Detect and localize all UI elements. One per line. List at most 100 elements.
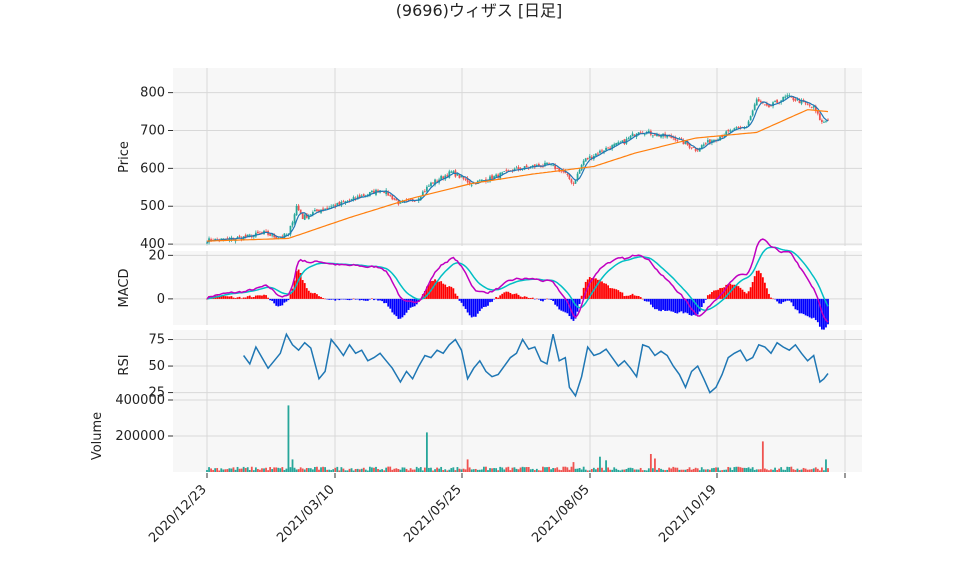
macd-histogram-bar xyxy=(399,298,402,319)
macd-histogram-bar xyxy=(788,298,791,301)
candle-body xyxy=(706,140,709,143)
volume-bar xyxy=(413,469,416,472)
macd-histogram-bar xyxy=(305,288,308,299)
volume-bar xyxy=(649,454,652,472)
volume-bar xyxy=(483,466,485,472)
volume-bar xyxy=(275,467,278,472)
candle-body xyxy=(609,147,612,150)
volume-bar xyxy=(454,470,457,472)
candle-body xyxy=(450,171,453,173)
macd-histogram-bar xyxy=(483,298,485,308)
macd-histogram-bar xyxy=(599,279,601,299)
macd-histogram-bar xyxy=(468,298,471,316)
macd-histogram-bar xyxy=(825,298,827,328)
volume-bar xyxy=(322,466,324,472)
volume-bar xyxy=(743,467,746,472)
macd-histogram-bar xyxy=(448,286,451,299)
volume-bar xyxy=(660,468,662,472)
macd-histogram-bar xyxy=(643,298,646,302)
volume-bar xyxy=(607,467,610,472)
candle-body xyxy=(666,135,669,138)
macd-histogram-bar xyxy=(694,298,697,316)
candle-body xyxy=(342,201,345,203)
volume-bar xyxy=(544,467,546,472)
candle-body xyxy=(352,197,355,201)
candle-body xyxy=(823,121,825,123)
volume-axis-label: Volume xyxy=(90,412,105,460)
macd-histogram-bar xyxy=(485,298,487,307)
volume-bar xyxy=(206,470,208,472)
macd-histogram-bar xyxy=(377,298,379,301)
candle-body xyxy=(362,194,365,197)
volume-bar xyxy=(505,467,508,472)
macd-histogram-bar xyxy=(654,298,656,310)
candle-body xyxy=(615,142,618,146)
macd-histogram-bar xyxy=(713,290,715,299)
candle-body xyxy=(226,238,229,239)
macd-histogram-bar xyxy=(436,280,438,299)
volume-bar xyxy=(808,469,811,472)
volume-bar xyxy=(798,470,801,472)
macd-histogram-bar xyxy=(368,298,371,300)
volume-bar xyxy=(621,469,624,472)
candle-body xyxy=(656,133,658,137)
candle-body xyxy=(399,202,402,204)
macd-histogram-bar xyxy=(739,287,742,299)
candle-body xyxy=(507,169,510,171)
candle-body xyxy=(236,237,239,239)
macd-histogram-bar xyxy=(332,298,335,300)
macd-histogram-bar xyxy=(611,288,614,299)
macd-histogram-bar xyxy=(700,298,703,308)
macd-histogram-bar xyxy=(334,298,337,301)
volume-bar xyxy=(511,467,514,472)
macd-histogram-bar xyxy=(770,297,772,299)
candle-body xyxy=(307,215,310,220)
candle-body xyxy=(737,126,740,128)
volume-bar xyxy=(371,467,373,472)
volume-bar xyxy=(825,459,827,472)
macd-histogram-bar xyxy=(603,283,605,299)
volume-bar xyxy=(419,467,422,472)
candle-body xyxy=(314,209,316,212)
candle-body xyxy=(358,195,361,198)
macd-histogram-bar xyxy=(523,296,526,299)
price-ytick-label: 500 xyxy=(140,199,165,214)
volume-bar xyxy=(521,466,524,472)
volume-bar xyxy=(719,470,721,472)
volume-bar xyxy=(279,468,282,472)
volume-bar xyxy=(609,469,612,472)
candle-body xyxy=(827,119,829,121)
macd-histogram-bar xyxy=(362,298,365,301)
macd-histogram-bar xyxy=(379,298,381,301)
volume-bar xyxy=(415,466,418,472)
volume-bar xyxy=(674,467,677,472)
volume-bar xyxy=(358,469,361,472)
volume-bar xyxy=(210,468,212,472)
candle-body xyxy=(806,103,809,105)
macd-histogram-bar xyxy=(751,282,754,299)
volume-bar xyxy=(438,468,441,472)
macd-histogram-bar xyxy=(818,298,821,327)
candle-body xyxy=(629,135,632,139)
volume-bar xyxy=(468,467,471,472)
candle-body xyxy=(287,233,290,235)
volume-bar xyxy=(729,467,732,472)
macd-histogram-bar xyxy=(709,294,711,299)
volume-bar xyxy=(248,469,251,472)
macd-histogram-bar xyxy=(360,298,363,301)
macd-histogram-bar xyxy=(515,293,518,299)
volume-bar xyxy=(458,468,461,472)
volume-bar xyxy=(356,468,359,472)
volume-bar xyxy=(297,469,300,472)
macd-histogram-bar xyxy=(542,298,544,302)
candle-body xyxy=(584,158,587,162)
volume-bar xyxy=(672,466,675,472)
xtick-label: 2020/12/23 xyxy=(146,482,210,546)
macd-histogram-bar xyxy=(454,293,457,299)
volume-bar xyxy=(664,470,667,472)
xtick-label: 2021/08/05 xyxy=(529,482,593,546)
macd-histogram-bar xyxy=(564,298,567,313)
candle-body xyxy=(654,134,656,136)
volume-bar xyxy=(364,469,367,472)
volume-bar xyxy=(592,467,595,472)
